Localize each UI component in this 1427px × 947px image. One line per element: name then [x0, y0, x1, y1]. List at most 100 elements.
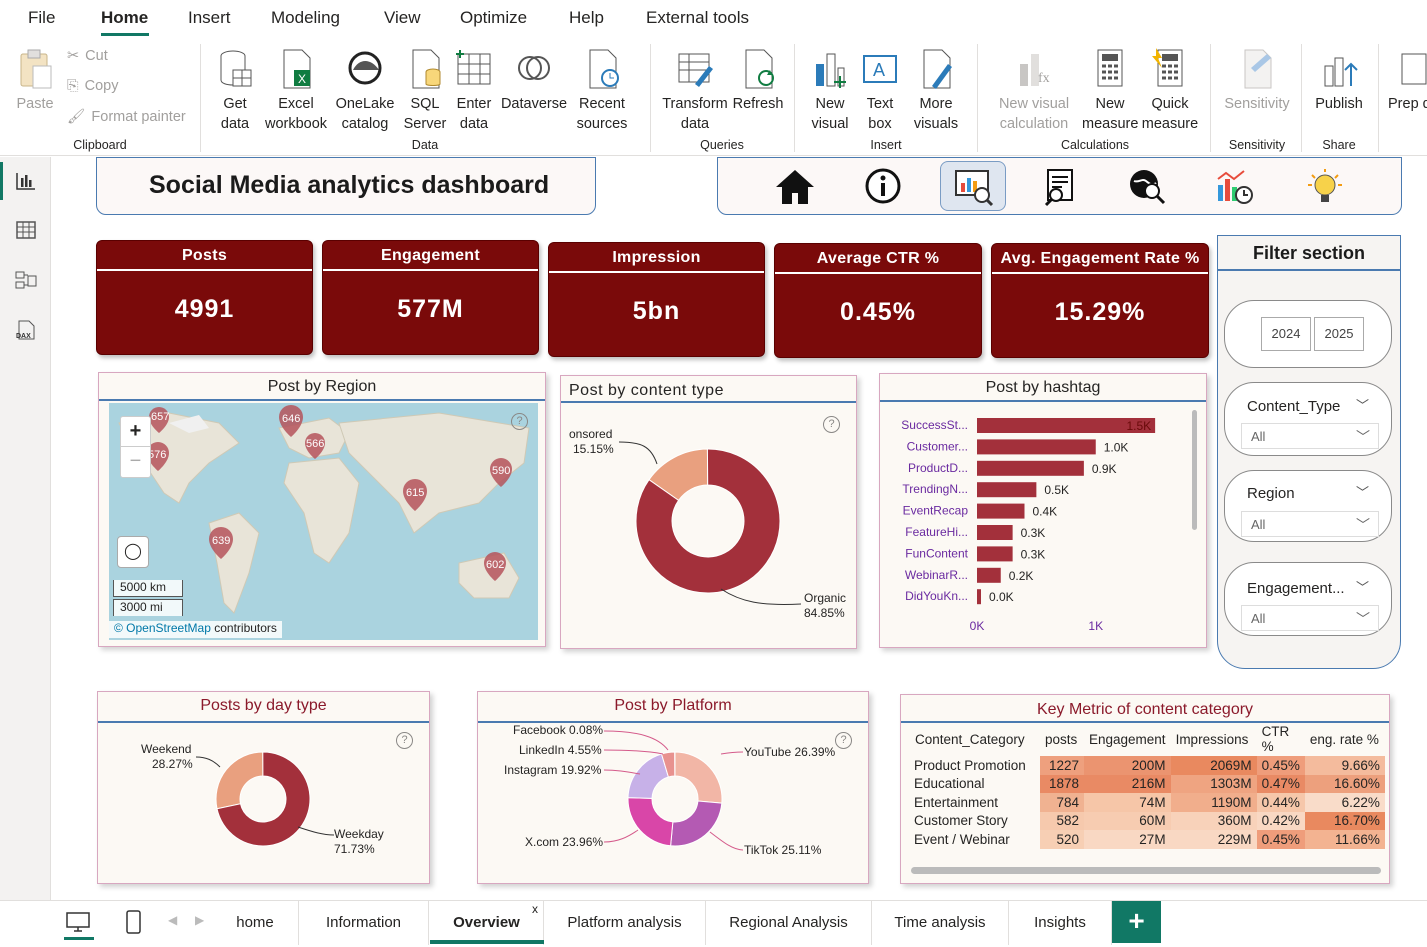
cut-button[interactable]: ✂ Cut [67, 48, 108, 64]
scrollbar[interactable] [1192, 410, 1197, 530]
refresh-icon [745, 49, 774, 89]
table-row[interactable]: Event / Webinar 520 27M 229M 0.45% 11.66% [910, 830, 1385, 849]
day-type-donut[interactable] [98, 692, 431, 885]
lasso-select-icon[interactable]: ◯ [117, 536, 149, 568]
model-view-icon[interactable] [14, 268, 38, 292]
get-data-button[interactable]: Get data [210, 48, 260, 134]
quick-measure-button[interactable]: Quick measure [1140, 48, 1200, 134]
tab-information[interactable]: Information [299, 901, 429, 945]
overview-nav-button[interactable] [952, 166, 994, 208]
scroll-right-icon[interactable]: ▶ [195, 913, 205, 927]
engagement-dropdown[interactable]: All ﹀ [1241, 605, 1379, 631]
help-icon[interactable]: ? [835, 732, 852, 749]
slicer-label: Engagement... [1247, 580, 1345, 597]
content-type-donut[interactable] [561, 376, 858, 650]
menu-external-tools[interactable]: External tools [646, 8, 749, 27]
posts-by-day-type-visual: Posts by day type ? Weekend 28.27% Weekd… [97, 691, 430, 884]
enter-data-button[interactable]: Enter data [452, 48, 496, 134]
home-icon [776, 170, 814, 204]
tab-platform-analysis[interactable]: Platform analysis [544, 901, 706, 945]
zoom-out-button[interactable]: − [129, 450, 142, 472]
column-header[interactable]: posts [1045, 731, 1078, 747]
information-nav-button[interactable] [862, 166, 904, 208]
menu-file[interactable]: File [28, 8, 56, 27]
table-row[interactable]: Product Promotion 1227 200M 2069M 0.45% 9.66% [910, 756, 1385, 775]
mobile-layout-icon[interactable] [124, 909, 144, 935]
tab-time-analysis[interactable]: Time analysis [872, 901, 1009, 945]
recent-sources-button[interactable]: Recent sources [570, 48, 634, 134]
menu-optimize[interactable]: Optimize [460, 8, 528, 27]
year-2024-button[interactable]: 2024 [1261, 317, 1311, 351]
svg-text:646: 646 [282, 413, 300, 425]
regional-analysis-nav-button[interactable] [1126, 166, 1168, 208]
column-header[interactable]: eng. rate % [1309, 731, 1379, 747]
table-row[interactable]: Entertainment 784 74M 1190M 0.44% 6.22% [910, 793, 1385, 812]
tab-overview[interactable]: Overview x [430, 901, 544, 945]
text-box-button[interactable]: A Text box [858, 48, 902, 134]
copy-button[interactable]: ⎘ Copy [67, 78, 119, 94]
kpi-engagement-card: Engagement 577M [322, 240, 539, 355]
dataverse-button[interactable]: Dataverse [500, 48, 568, 114]
onelake-catalog-button[interactable]: OneLake catalog [332, 48, 398, 134]
help-icon[interactable]: ? [396, 732, 413, 749]
platform-donut[interactable] [478, 692, 870, 885]
table-row[interactable]: Customer Story 582 60M 360M 0.42% 16.70% [910, 811, 1385, 830]
region-dropdown[interactable]: All ﹀ [1241, 511, 1379, 537]
new-measure-button[interactable]: New measure [1082, 48, 1138, 134]
copy-icon: ⎘ [67, 78, 79, 94]
format-painter-button[interactable]: 🖌 Format painter [67, 108, 186, 126]
column-header[interactable]: CTR % [1261, 724, 1290, 754]
menu-home[interactable]: Home [101, 8, 149, 27]
osm-link[interactable]: © OpenStreetMap [114, 621, 211, 635]
horizontal-scrollbar[interactable] [911, 867, 1381, 874]
column-header[interactable]: Impressions [1175, 731, 1249, 747]
category-cell: Product Promotion [914, 757, 1026, 773]
sql-server-button[interactable]: SQL Server [402, 48, 448, 134]
help-icon[interactable]: ? [511, 413, 528, 430]
tab-regional-analysis[interactable]: Regional Analysis [706, 901, 872, 945]
dax-query-view-icon[interactable]: DAX [14, 318, 38, 342]
excel-workbook-button[interactable]: X Excel workbook [262, 48, 330, 134]
new-visual-button[interactable]: New visual [806, 48, 854, 134]
kpi-engagement-rate-card: Avg. Engagement Rate % 15.29% [991, 243, 1209, 358]
new-visual-calculation-button[interactable]: fx New visual calculation [988, 48, 1080, 134]
report-view-icon[interactable] [14, 169, 38, 193]
transform-data-button[interactable]: Transform data [660, 48, 730, 134]
paste-button[interactable]: Paste [12, 48, 58, 114]
table-row[interactable]: Educational 1878 216M 1303M 0.47% 16.60% [910, 774, 1385, 793]
hashtag-bar-chart[interactable]: SuccessSt... 1.5K Customer... 1.0K ProductD.… [880, 374, 1208, 649]
add-page-button[interactable]: + [1112, 901, 1161, 943]
content-type-dropdown[interactable]: All ﹀ [1241, 423, 1379, 449]
home-nav-button[interactable] [774, 166, 816, 208]
platform-analysis-nav-button[interactable] [1040, 166, 1082, 208]
table-view-icon[interactable] [14, 218, 38, 242]
more-visuals-button[interactable]: More visuals [904, 48, 968, 134]
bar-category-label: TrendingN... [902, 482, 968, 496]
chevron-down-icon[interactable]: ﹀ [1355, 398, 1369, 413]
menu-view[interactable]: View [384, 8, 421, 27]
chevron-down-icon[interactable]: ﹀ [1355, 485, 1369, 500]
column-header[interactable]: Engagement [1089, 731, 1166, 747]
zoom-in-button[interactable]: + [121, 417, 150, 447]
map-pin: 576 [147, 442, 169, 471]
menu-insert[interactable]: Insert [188, 8, 231, 27]
tab-insights[interactable]: Insights [1009, 901, 1112, 945]
scroll-left-icon[interactable]: ◀ [168, 913, 178, 927]
tab-close-icon[interactable]: x [532, 902, 538, 916]
column-header[interactable]: Content_Category [915, 731, 1025, 747]
chevron-down-icon[interactable]: ﹀ [1355, 580, 1369, 595]
year-2025-button[interactable]: 2025 [1314, 317, 1364, 351]
desktop-layout-icon[interactable] [64, 911, 92, 933]
time-analysis-nav-button[interactable] [1214, 166, 1256, 208]
menu-modeling[interactable]: Modeling [271, 8, 340, 27]
refresh-button[interactable]: Refresh [732, 48, 784, 114]
insights-nav-button[interactable] [1304, 166, 1346, 208]
database-icon [220, 50, 252, 87]
prep-data-button[interactable]: Prep d [1388, 48, 1427, 114]
sensitivity-button[interactable]: Sensitivity [1220, 48, 1294, 114]
bar-value-label: 0.9K [1092, 462, 1117, 476]
tab-home[interactable]: home [212, 901, 299, 945]
help-icon[interactable]: ? [823, 416, 840, 433]
menu-help[interactable]: Help [569, 8, 604, 27]
publish-button[interactable]: Publish [1310, 48, 1368, 114]
